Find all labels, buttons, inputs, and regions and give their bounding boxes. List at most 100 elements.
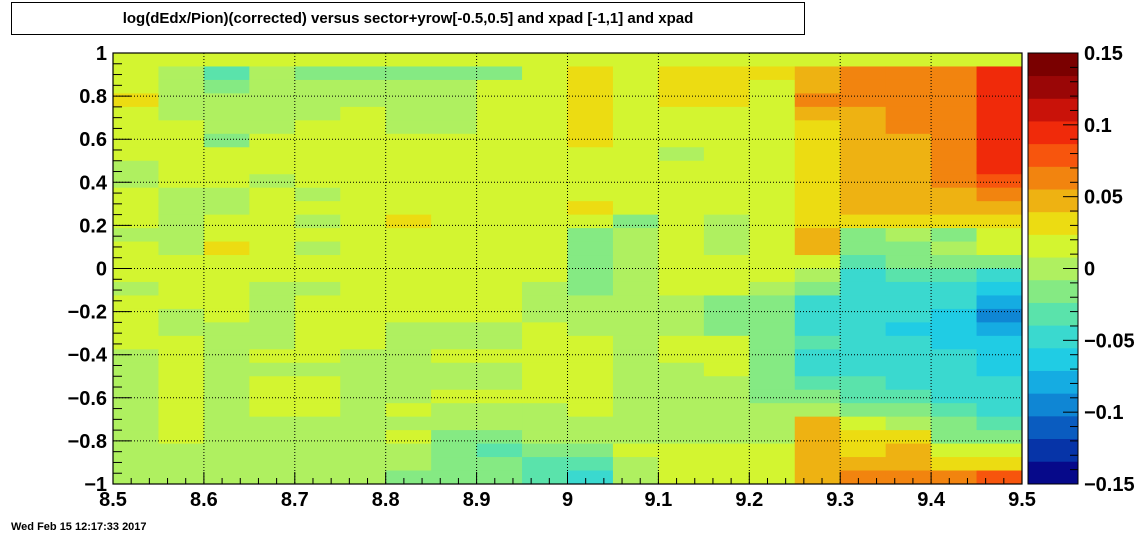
- heatmap-cell: [749, 174, 796, 189]
- heatmap-cell: [612, 174, 659, 189]
- heatmap-cell: [203, 295, 250, 310]
- heatmap-cell: [431, 79, 478, 94]
- heatmap-cell: [885, 349, 932, 364]
- heatmap-cell: [840, 187, 887, 202]
- heatmap-cell: [976, 66, 1023, 81]
- heatmap-cell: [703, 241, 750, 256]
- heatmap-cell: [703, 349, 750, 364]
- heatmap-cell: [385, 106, 432, 121]
- heatmap-cell: [749, 389, 796, 404]
- heatmap-cell: [749, 470, 796, 485]
- heatmap-cell: [794, 403, 841, 418]
- heatmap-cell: [931, 362, 978, 377]
- y-tick-label: 0.4: [79, 172, 108, 194]
- heatmap-cell: [522, 106, 568, 121]
- heatmap-cell: [931, 214, 978, 229]
- heatmap-cell: [340, 53, 387, 67]
- heatmap-cell: [340, 403, 387, 418]
- heatmap-cell: [931, 106, 978, 121]
- palette-swatch: [1028, 325, 1078, 349]
- heatmap-cell: [385, 322, 432, 337]
- heatmap-cell: [294, 228, 341, 243]
- heatmap-cell: [476, 268, 523, 283]
- heatmap-cell: [976, 241, 1023, 256]
- heatmap-cell: [340, 295, 387, 310]
- heatmap-cell: [749, 53, 796, 67]
- heatmap-cell: [749, 308, 796, 323]
- heatmap-cell: [431, 201, 478, 216]
- heatmap-cell: [703, 416, 750, 431]
- heatmap-cell: [703, 268, 750, 283]
- heatmap-cell: [294, 376, 341, 391]
- heatmap-cell: [294, 79, 341, 94]
- heatmap-cell: [203, 376, 250, 391]
- heatmap-cell: [340, 443, 387, 458]
- y-tick-label: −0.8: [68, 431, 107, 453]
- heatmap-cell: [249, 228, 296, 243]
- heatmap-cell: [931, 133, 978, 148]
- heatmap-cell: [249, 133, 296, 148]
- heatmap-cell: [794, 376, 841, 391]
- heatmap-cell: [567, 241, 614, 256]
- heatmap-cell: [885, 66, 932, 81]
- heatmap-cell: [749, 228, 796, 243]
- heatmap-cell: [976, 201, 1023, 216]
- heatmap-cell: [385, 349, 432, 364]
- x-tick-label: 9.4: [917, 489, 946, 511]
- heatmap-cell: [612, 389, 659, 404]
- heatmap-cell: [885, 174, 932, 189]
- heatmap-cell: [658, 349, 705, 364]
- heatmap-cell: [203, 416, 250, 431]
- heatmap-cell: [612, 322, 659, 337]
- heatmap-cell: [658, 335, 705, 350]
- heatmap-cell: [431, 66, 478, 81]
- heatmap-cell: [158, 335, 205, 350]
- heatmap-cell: [431, 228, 478, 243]
- heatmap-cell: [976, 79, 1023, 94]
- x-tick-label: 9.5: [1008, 489, 1036, 511]
- heatmap-cell: [203, 120, 250, 135]
- heatmap-cell: [885, 214, 932, 229]
- heatmap-cell: [113, 443, 159, 458]
- heatmap-cell: [885, 160, 932, 175]
- y-tick-label: −0.6: [68, 388, 107, 410]
- heatmap-cell: [385, 201, 432, 216]
- heatmap-cell: [203, 214, 250, 229]
- palette-tick-label: 0: [1084, 259, 1095, 281]
- heatmap-cell: [431, 470, 478, 485]
- heatmap-cell: [385, 376, 432, 391]
- heatmap-cell: [840, 241, 887, 256]
- heatmap-cell: [385, 268, 432, 283]
- heatmap-cell: [113, 470, 159, 485]
- palette-swatch: [1028, 211, 1078, 235]
- heatmap-cell: [340, 281, 387, 296]
- palette-swatch: [1028, 393, 1078, 417]
- heatmap-cell: [294, 53, 341, 67]
- heatmap-cell: [522, 470, 568, 485]
- heatmap-cell: [749, 160, 796, 175]
- heatmap-cell: [567, 93, 614, 108]
- heatmap-cell: [158, 147, 205, 162]
- heatmap-cell: [931, 443, 978, 458]
- heatmap-cell: [567, 403, 614, 418]
- heatmap-cell: [931, 174, 978, 189]
- heatmap-cell: [567, 268, 614, 283]
- heatmap-cell: [522, 201, 568, 216]
- heatmap-cell: [113, 66, 159, 81]
- heatmap-cell: [476, 403, 523, 418]
- heatmap-cell: [885, 106, 932, 121]
- heatmap-cell: [431, 187, 478, 202]
- heatmap-cell: [703, 255, 750, 269]
- heatmap-cell: [294, 174, 341, 189]
- heatmap-cell: [840, 470, 887, 485]
- x-tick-label: 8.8: [372, 489, 400, 511]
- heatmap-cell: [249, 403, 296, 418]
- heatmap-cell: [294, 160, 341, 175]
- heatmap-cell: [385, 93, 432, 108]
- heatmap-cell: [567, 53, 614, 67]
- heatmap-cell: [931, 241, 978, 256]
- x-tick-label: 8.9: [463, 489, 491, 511]
- heatmap-cell: [794, 93, 841, 108]
- heatmap-cell: [476, 228, 523, 243]
- heatmap-cell: [703, 389, 750, 404]
